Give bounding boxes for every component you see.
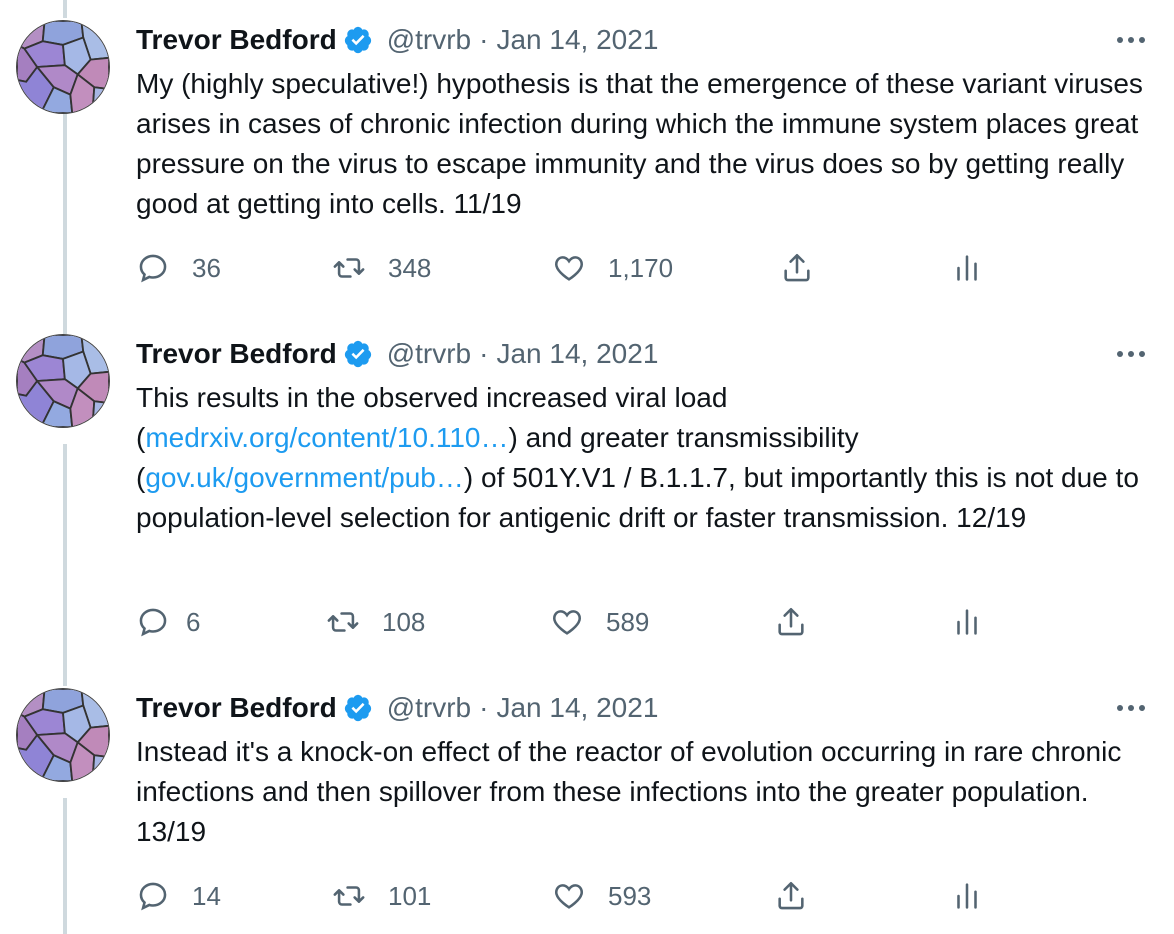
author-handle[interactable]: @trvrb — [386, 692, 472, 723]
tweet[interactable]: Trevor Bedford @trvrb · Jan 14, 2021 Ins… — [0, 688, 1174, 934]
link-medrxiv[interactable]: medrxiv.org/content/10.110… — [145, 422, 509, 453]
tweet[interactable]: Trevor Bedford @trvrb · Jan 14, 2021 My … — [0, 20, 1174, 300]
author-handle[interactable]: @trvrb — [386, 338, 472, 369]
tweet-actions: 6 108 589 — [136, 602, 1156, 642]
retweet-count: 108 — [382, 606, 426, 637]
analytics-button[interactable] — [950, 248, 984, 288]
separator-dot: · — [479, 692, 489, 723]
more-icon[interactable] — [1116, 688, 1146, 728]
retweet-button[interactable]: 348 — [332, 248, 431, 288]
verified-badge-icon — [343, 25, 373, 55]
share-icon — [774, 605, 808, 639]
tweet-header: Trevor Bedford @trvrb · Jan 14, 2021 — [136, 688, 658, 728]
separator-dot: · — [479, 24, 489, 55]
like-button[interactable]: 589 — [550, 602, 649, 642]
analytics-icon — [950, 251, 984, 285]
like-count: 589 — [606, 606, 650, 637]
thread-line — [63, 112, 67, 334]
tweet-date[interactable]: Jan 14, 2021 — [496, 24, 659, 55]
more-icon[interactable] — [1116, 20, 1146, 60]
separator-dot: · — [479, 338, 489, 369]
tweet-text: Instead it's a knock-on effect of the re… — [136, 736, 1122, 847]
retweet-count: 101 — [388, 880, 432, 911]
share-icon — [774, 879, 808, 913]
avatar-image — [17, 21, 109, 113]
like-button[interactable]: 1,170 — [552, 248, 673, 288]
retweet-button[interactable]: 101 — [332, 876, 431, 916]
retweet-icon — [332, 251, 366, 285]
avatar[interactable] — [16, 334, 110, 428]
tweet-date[interactable]: Jan 14, 2021 — [496, 692, 659, 723]
text-segment: ( — [136, 422, 146, 453]
tweet-text: This results in the observed increased v… — [136, 378, 1156, 538]
reply-button[interactable]: 14 — [136, 876, 221, 916]
tweet-actions: 14 101 593 — [136, 876, 1156, 916]
reply-icon — [136, 605, 170, 639]
reply-button[interactable]: 36 — [136, 248, 221, 288]
thread-line — [63, 444, 67, 686]
link-gov-uk[interactable]: gov.uk/government/pub… — [145, 462, 464, 493]
reply-count: 36 — [192, 252, 221, 283]
thread-line — [63, 0, 67, 18]
heart-icon — [552, 879, 586, 913]
share-button[interactable] — [774, 602, 808, 642]
tweet-actions: 36 348 1,170 — [136, 248, 1156, 288]
share-icon — [780, 251, 814, 285]
analytics-icon — [950, 879, 984, 913]
heart-icon — [552, 251, 586, 285]
avatar-image — [17, 689, 109, 781]
avatar-image — [17, 335, 109, 427]
analytics-button[interactable] — [950, 602, 984, 642]
like-count: 593 — [608, 880, 652, 911]
text-segment: This results in the observed increased v… — [136, 382, 728, 413]
verified-badge-icon — [343, 339, 373, 369]
text-segment: ( — [136, 462, 146, 493]
author-name[interactable]: Trevor Bedford — [136, 338, 337, 369]
avatar[interactable] — [16, 20, 110, 114]
tweet-date[interactable]: Jan 14, 2021 — [496, 338, 659, 369]
reply-icon — [136, 879, 170, 913]
tweet-header: Trevor Bedford @trvrb · Jan 14, 2021 — [136, 334, 658, 374]
retweet-count: 348 — [388, 252, 432, 283]
like-count: 1,170 — [608, 252, 674, 283]
like-button[interactable]: 593 — [552, 876, 651, 916]
tweet[interactable]: Trevor Bedford @trvrb · Jan 14, 2021 Thi… — [0, 334, 1174, 664]
reply-count: 14 — [192, 880, 221, 911]
thread-line — [63, 798, 67, 934]
reply-button[interactable]: 6 — [136, 602, 200, 642]
verified-badge-icon — [343, 693, 373, 723]
retweet-icon — [326, 605, 360, 639]
reply-icon — [136, 251, 170, 285]
text-segment: ) and greater transmissibility — [508, 422, 859, 453]
author-name[interactable]: Trevor Bedford — [136, 692, 337, 723]
share-button[interactable] — [774, 876, 808, 916]
retweet-button[interactable]: 108 — [326, 602, 425, 642]
author-name[interactable]: Trevor Bedford — [136, 24, 337, 55]
author-handle[interactable]: @trvrb — [386, 24, 472, 55]
reply-count: 6 — [186, 606, 201, 637]
more-icon[interactable] — [1116, 334, 1146, 374]
heart-icon — [550, 605, 584, 639]
text-segment: ) of 501Y.V1 / B.1.1.7, but importantly … — [136, 462, 1139, 533]
retweet-icon — [332, 879, 366, 913]
tweet-header: Trevor Bedford @trvrb · Jan 14, 2021 — [136, 20, 658, 60]
analytics-icon — [950, 605, 984, 639]
tweet-text: My (highly speculative!) hypothesis is t… — [136, 68, 1143, 219]
analytics-button[interactable] — [950, 876, 984, 916]
avatar[interactable] — [16, 688, 110, 782]
share-button[interactable] — [780, 248, 814, 288]
